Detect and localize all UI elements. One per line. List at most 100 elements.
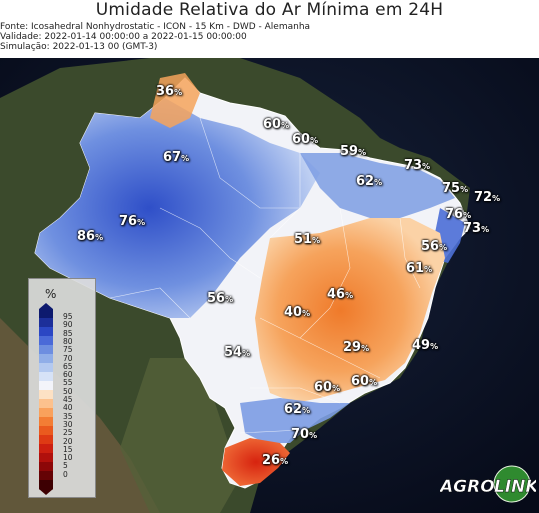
humidity-value: 56 (421, 239, 440, 254)
humidity-value: 49 (412, 338, 431, 353)
legend-tick-label: 45 (63, 395, 73, 404)
humidity-value: 40 (284, 305, 303, 320)
legend-color-step (39, 363, 53, 373)
legend-tick-label: 55 (63, 378, 73, 388)
legend-tick-label: 40 (63, 403, 73, 413)
legend-color-step (39, 444, 53, 454)
legend-color-step (39, 417, 53, 427)
legend-colorbar (39, 303, 53, 495)
humidity-label: 54% (224, 345, 250, 360)
legend-color-step (39, 345, 53, 355)
humidity-label: 56% (421, 239, 447, 254)
legend-tick-label: 5 (63, 461, 68, 471)
legend-tick-label: 25 (63, 428, 73, 438)
legend-color-step (39, 408, 53, 418)
humidity-label: 76% (445, 207, 471, 222)
color-legend: % 95 90 85 80 75 70 65 60 55 50 45 40 35 30 25 20 15 10 5 0 (28, 278, 96, 498)
legend-unit: % (45, 287, 57, 301)
legend-tick-label: 70 (63, 353, 73, 363)
legend-tick-label: 90 (63, 320, 73, 330)
humidity-label: 26% (262, 453, 288, 468)
humidity-value: 59 (340, 144, 359, 159)
agrolink-logo-text-b: LINK (494, 477, 536, 497)
agrolink-logo-text-a: AGRO (440, 477, 495, 497)
legend-arrow-down (39, 489, 53, 495)
humidity-label: 62% (356, 174, 382, 189)
humidity-unit: % (332, 384, 341, 393)
humidity-label: 73% (404, 158, 430, 173)
legend-tick-label: 65 (63, 361, 73, 371)
legend-tick-label: 75 (63, 345, 73, 355)
dry-region-north (150, 73, 200, 128)
humidity-value: 36 (156, 84, 175, 99)
humidity-label: 36% (156, 84, 182, 99)
legend-tick-label: 30 (63, 419, 73, 429)
humidity-label: 51% (294, 232, 320, 247)
humidity-value: 75 (442, 181, 461, 196)
legend-color-step (39, 372, 53, 382)
humid-region-west (35, 98, 320, 318)
humidity-label: 60% (292, 132, 318, 147)
humidity-unit: % (492, 194, 501, 203)
legend-color-step (39, 318, 53, 328)
agrolink-logo: AGRO LINK (440, 465, 536, 503)
humidity-label: 40% (284, 305, 310, 320)
humidity-value: 73 (404, 158, 423, 173)
humidity-unit: % (460, 185, 469, 194)
humidity-value: 76 (119, 214, 138, 229)
legend-color-step (39, 435, 53, 445)
humidity-value: 56 (207, 291, 226, 306)
humidity-unit: % (281, 121, 290, 130)
humidity-unit: % (463, 211, 472, 220)
humidity-label: 29% (343, 340, 369, 355)
legend-color-step (39, 426, 53, 436)
humidity-value: 60 (263, 117, 282, 132)
humidity-value: 51 (294, 232, 313, 247)
legend-tick-label: 15 (63, 444, 73, 454)
humidity-label: 73% (463, 221, 489, 236)
humidity-value: 60 (314, 380, 333, 395)
humidity-value: 60 (351, 374, 370, 389)
legend-tick-label: 50 (63, 386, 73, 396)
humidity-value: 46 (327, 287, 346, 302)
humidity-unit: % (439, 243, 448, 252)
legend-color-step (39, 327, 53, 337)
humidity-label: 75% (442, 181, 468, 196)
humidity-label: 60% (314, 380, 340, 395)
legend-color-step (39, 462, 53, 472)
humidity-value: 72 (474, 190, 493, 205)
humidity-unit: % (280, 457, 289, 466)
humidity-label: 72% (474, 190, 500, 205)
humidity-unit: % (309, 431, 318, 440)
humidity-unit: % (137, 218, 146, 227)
humidity-value: 54 (224, 345, 243, 360)
agrolink-logo-globe (493, 465, 531, 503)
humidity-unit: % (430, 342, 439, 351)
humidity-value: 70 (291, 427, 310, 442)
humidity-unit: % (481, 225, 490, 234)
legend-tick-label: 95 (63, 312, 73, 321)
humidity-unit: % (312, 236, 321, 245)
legend-tick-label: 0 (63, 469, 68, 479)
humidity-unit: % (424, 265, 433, 274)
humidity-unit: % (302, 406, 311, 415)
humidity-label: 60% (351, 374, 377, 389)
humidity-value: 73 (463, 221, 482, 236)
legend-color-step (39, 399, 53, 409)
humidity-unit: % (174, 88, 183, 97)
legend-tick-label: 35 (63, 411, 73, 421)
humidity-label: 70% (291, 427, 317, 442)
simulation-line: Simulação: 2022-01-13 00 (GMT-3) (0, 42, 158, 52)
source-line: Fonte: Icosahedral Nonhydrostatic - ICON… (0, 22, 311, 32)
humid-region-north (300, 153, 455, 218)
humidity-unit: % (95, 233, 104, 242)
legend-color-step (39, 471, 53, 481)
legend-color-step (39, 390, 53, 400)
humidity-unit: % (181, 154, 190, 163)
humidity-value: 26 (262, 453, 281, 468)
humidity-unit: % (374, 178, 383, 187)
humidity-value: 62 (356, 174, 375, 189)
humidity-unit: % (310, 136, 319, 145)
legend-tick-label: 60 (63, 370, 73, 380)
dry-region-central (255, 218, 445, 403)
